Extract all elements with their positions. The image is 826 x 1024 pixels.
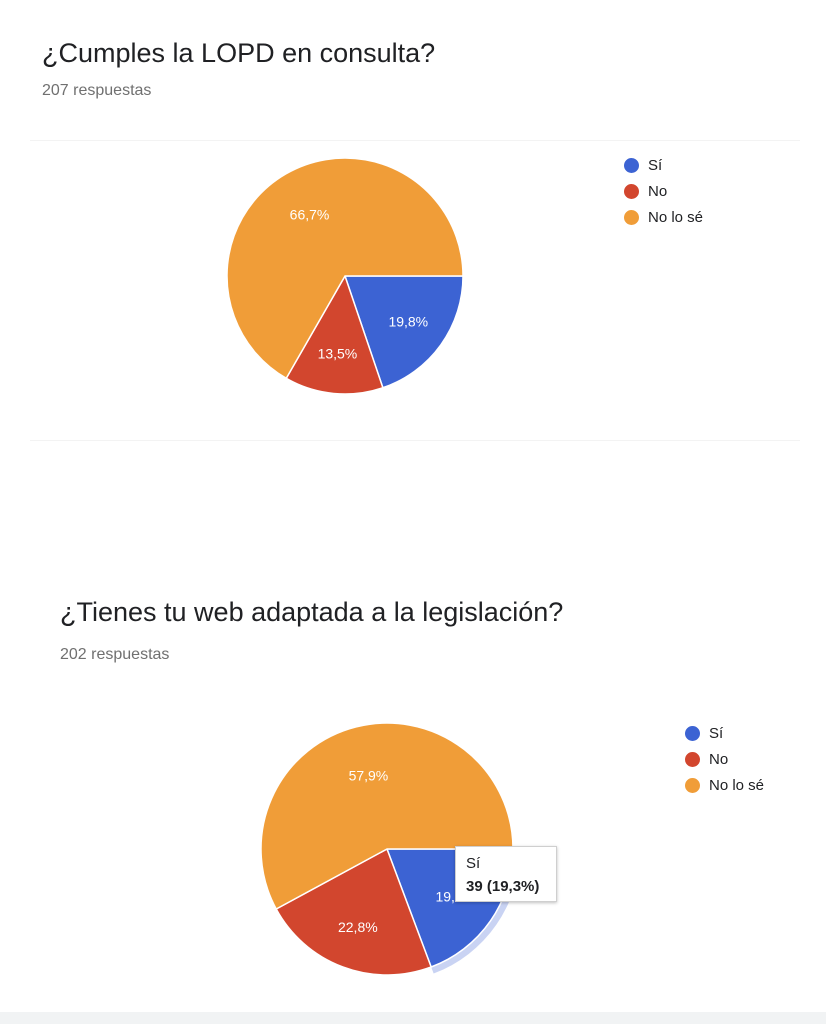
bottom-bar xyxy=(0,1012,826,1024)
legend-item-no[interactable]: No xyxy=(624,178,703,204)
legend-item-no[interactable]: No xyxy=(685,746,764,772)
legend-item-si[interactable]: Sí xyxy=(685,720,764,746)
slice-si[interactable] xyxy=(343,275,464,389)
legend-item-si[interactable]: Sí xyxy=(624,152,703,178)
slice-data-label: 57,9% xyxy=(349,768,389,784)
legend-label: No lo sé xyxy=(648,208,704,226)
pie-chart-card: ¿Tienes tu web adaptada a la legislación… xyxy=(0,560,826,1024)
legend-dot-si xyxy=(685,725,700,741)
slice-data-label: 66,7% xyxy=(290,207,330,223)
chart-title: ¿Cumples la LOPD en consulta? xyxy=(42,38,436,68)
pie-chart[interactable]: 19,8% 13,5% 66,7% xyxy=(0,0,826,470)
tooltip-label: Sí xyxy=(466,855,481,872)
legend-dot-no-lo-se xyxy=(624,209,639,225)
legend-dot-no xyxy=(685,751,700,767)
legend-label: Sí xyxy=(648,156,663,174)
response-count: 202 respuestas xyxy=(60,646,170,663)
legend-label: No xyxy=(648,182,668,200)
legend-dot-no-lo-se xyxy=(685,777,700,793)
slice-no-lo-se[interactable] xyxy=(226,157,464,380)
legend-dot-no xyxy=(624,183,639,199)
legend: Sí No No lo sé xyxy=(685,720,764,798)
legend-label: No xyxy=(709,750,729,768)
gridline xyxy=(30,140,800,141)
legend-item-no-lo-se[interactable]: No lo sé xyxy=(685,772,764,798)
legend-label: No lo sé xyxy=(709,776,765,794)
slice-no[interactable] xyxy=(285,274,384,395)
pie-chart-card: ¿Cumples la LOPD en consulta? 207 respue… xyxy=(0,0,826,470)
slice-no-lo-se[interactable] xyxy=(260,722,514,911)
gridline xyxy=(30,440,800,441)
slice-data-label: 22,8% xyxy=(338,919,378,935)
slice-tooltip: Sí 39 (19,3%) xyxy=(455,846,557,902)
slice-data-label: 19,8% xyxy=(388,313,428,329)
legend-item-no-lo-se[interactable]: No lo sé xyxy=(624,204,703,230)
chart-title: ¿Tienes tu web adaptada a la legislación… xyxy=(60,597,564,627)
legend-label: Sí xyxy=(709,724,724,742)
slice-data-label: 13,5% xyxy=(318,346,358,362)
tooltip-value: 39 (19,3%) xyxy=(466,878,540,895)
legend: Sí No No lo sé xyxy=(624,152,703,230)
response-count: 207 respuestas xyxy=(42,82,152,99)
slice-no[interactable] xyxy=(275,847,433,976)
legend-dot-si xyxy=(624,157,639,173)
